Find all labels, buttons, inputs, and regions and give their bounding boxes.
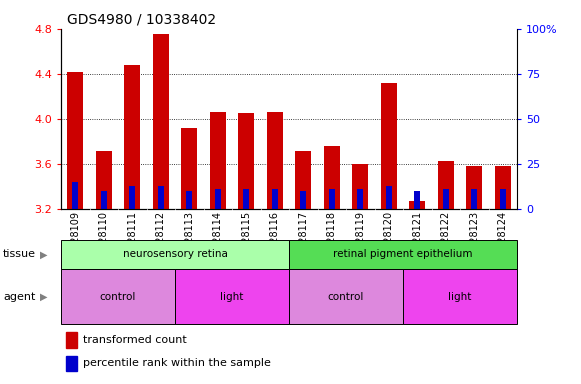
Bar bbox=[101, 191, 107, 209]
Text: GDS4980 / 10338402: GDS4980 / 10338402 bbox=[67, 13, 216, 27]
Text: transformed count: transformed count bbox=[83, 335, 187, 345]
Bar bbox=[353, 164, 368, 209]
Bar bbox=[500, 189, 505, 209]
Bar bbox=[495, 166, 511, 209]
Bar bbox=[467, 166, 482, 209]
Bar bbox=[414, 191, 420, 209]
Bar bbox=[61, 240, 289, 269]
Bar bbox=[73, 182, 78, 209]
Text: retinal pigment epithelium: retinal pigment epithelium bbox=[333, 249, 473, 260]
Bar bbox=[410, 201, 425, 209]
Bar bbox=[215, 189, 221, 209]
Text: light: light bbox=[449, 291, 472, 302]
Bar bbox=[153, 35, 168, 209]
Text: control: control bbox=[100, 291, 136, 302]
Bar bbox=[210, 112, 225, 209]
Bar bbox=[238, 113, 254, 209]
Bar bbox=[175, 269, 289, 324]
Bar bbox=[289, 240, 517, 269]
Bar bbox=[96, 151, 112, 209]
Text: tissue: tissue bbox=[3, 249, 36, 260]
Bar bbox=[324, 146, 340, 209]
Bar bbox=[386, 186, 392, 209]
Bar bbox=[272, 189, 278, 209]
Bar bbox=[438, 161, 454, 209]
Bar bbox=[267, 112, 282, 209]
Bar bbox=[158, 186, 164, 209]
Bar bbox=[67, 72, 83, 209]
Bar bbox=[243, 189, 249, 209]
Text: control: control bbox=[328, 291, 364, 302]
Bar bbox=[181, 128, 197, 209]
Bar bbox=[472, 189, 477, 209]
Bar bbox=[124, 65, 140, 209]
Bar bbox=[289, 269, 403, 324]
Bar bbox=[296, 151, 311, 209]
Bar bbox=[443, 189, 449, 209]
Text: light: light bbox=[220, 291, 243, 302]
Bar bbox=[187, 191, 192, 209]
Bar bbox=[329, 189, 335, 209]
Bar bbox=[381, 83, 397, 209]
Bar bbox=[300, 191, 306, 209]
Bar bbox=[61, 269, 175, 324]
Text: ▶: ▶ bbox=[40, 291, 47, 302]
Text: percentile rank within the sample: percentile rank within the sample bbox=[83, 358, 271, 368]
Bar bbox=[66, 332, 77, 348]
Bar bbox=[66, 356, 77, 371]
Bar bbox=[357, 189, 363, 209]
Bar bbox=[130, 186, 135, 209]
Bar bbox=[403, 269, 517, 324]
Text: ▶: ▶ bbox=[40, 249, 47, 260]
Text: agent: agent bbox=[3, 291, 35, 302]
Text: neurosensory retina: neurosensory retina bbox=[123, 249, 228, 260]
